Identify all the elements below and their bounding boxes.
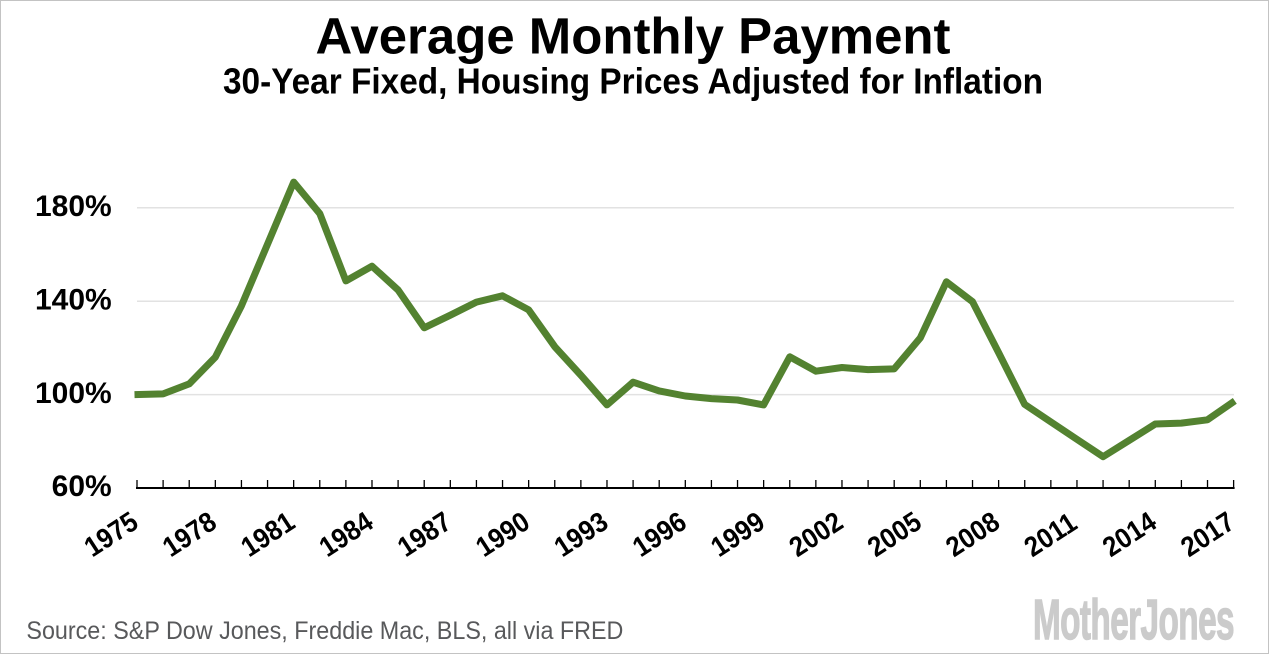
svg-text:MotherJones: MotherJones	[1033, 588, 1234, 651]
svg-text:1996: 1996	[627, 506, 692, 563]
svg-text:2005: 2005	[862, 506, 927, 563]
svg-text:Source: S&P Dow Jones, Freddie: Source: S&P Dow Jones, Freddie Mac, BLS,…	[26, 617, 623, 645]
svg-text:Average Monthly Payment: Average Monthly Payment	[316, 8, 951, 65]
svg-text:2017: 2017	[1175, 506, 1240, 563]
svg-text:2014: 2014	[1097, 506, 1162, 563]
svg-text:30-Year Fixed, Housing Prices: 30-Year Fixed, Housing Prices Adjusted f…	[223, 61, 1043, 102]
svg-text:140%: 140%	[35, 283, 112, 316]
svg-text:1984: 1984	[314, 506, 379, 563]
svg-text:2008: 2008	[940, 506, 1005, 563]
svg-text:1987: 1987	[392, 506, 457, 563]
svg-text:100%: 100%	[35, 377, 112, 410]
svg-text:1993: 1993	[549, 506, 614, 563]
svg-text:1990: 1990	[470, 506, 535, 563]
svg-text:2011: 2011	[1019, 506, 1083, 563]
svg-text:2002: 2002	[784, 506, 849, 563]
svg-text:1978: 1978	[157, 506, 222, 563]
svg-text:1981: 1981	[235, 506, 300, 563]
svg-text:180%: 180%	[35, 190, 112, 223]
svg-text:1999: 1999	[705, 506, 770, 563]
svg-text:60%: 60%	[52, 470, 112, 503]
svg-text:1975: 1975	[79, 506, 144, 563]
